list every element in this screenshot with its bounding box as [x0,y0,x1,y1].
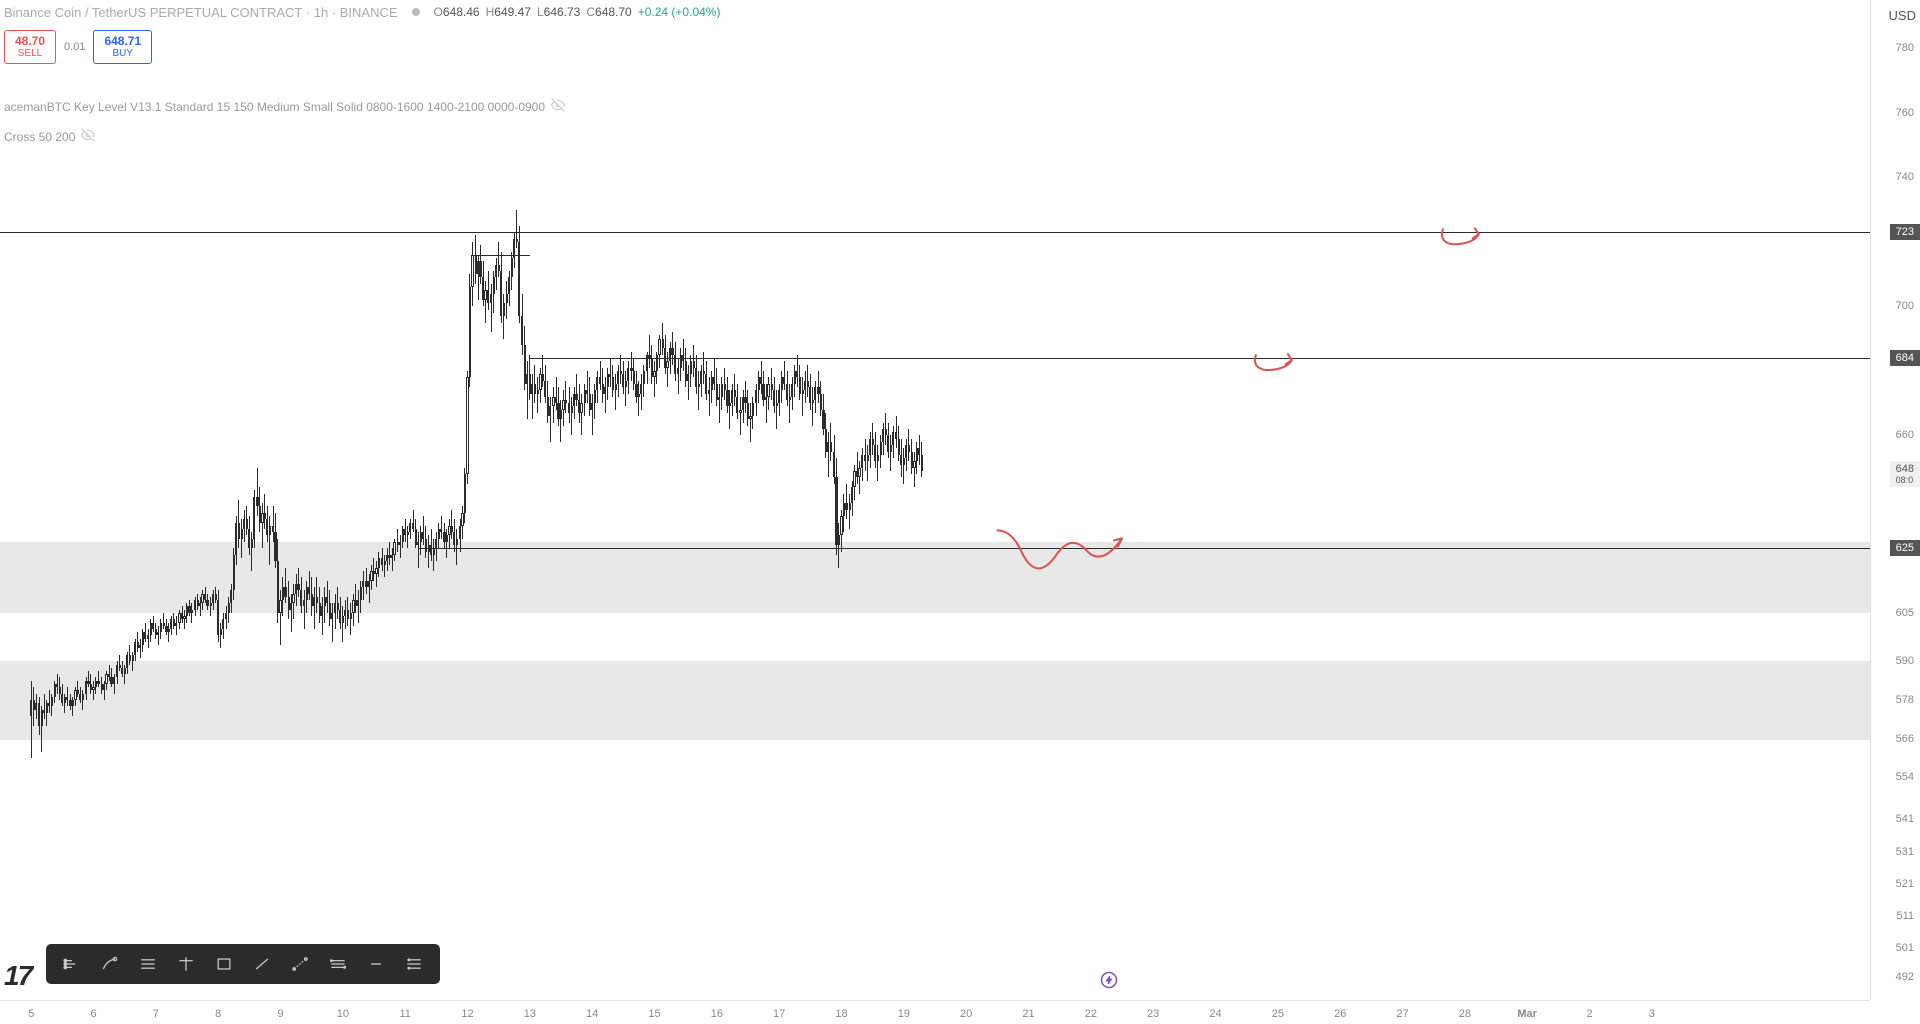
tool-vline-icon[interactable] [168,950,204,978]
x-axis[interactable]: 5678910111213141516171819202122232425262… [0,1000,1870,1024]
tool-rect-icon[interactable] [206,950,242,978]
tool-hlines-icon[interactable] [130,950,166,978]
tool-trendline-icon[interactable] [244,950,280,978]
annotations-layer [0,0,1870,1000]
tradingview-logo: 17 [4,960,31,992]
tool-path-icon[interactable] [282,950,318,978]
tool-magnet-icon[interactable] [54,950,90,978]
tool-channel-icon[interactable] [396,950,432,978]
chart-area[interactable] [0,0,1870,1000]
flash-icon[interactable] [1100,971,1118,994]
tool-brush-icon[interactable] [92,950,128,978]
y-axis[interactable]: 7807607407006606055905785665545415315215… [1870,0,1920,1000]
tool-parallel-icon[interactable] [320,950,356,978]
drawing-toolbar [46,944,440,984]
tool-minus-icon[interactable] [358,950,394,978]
